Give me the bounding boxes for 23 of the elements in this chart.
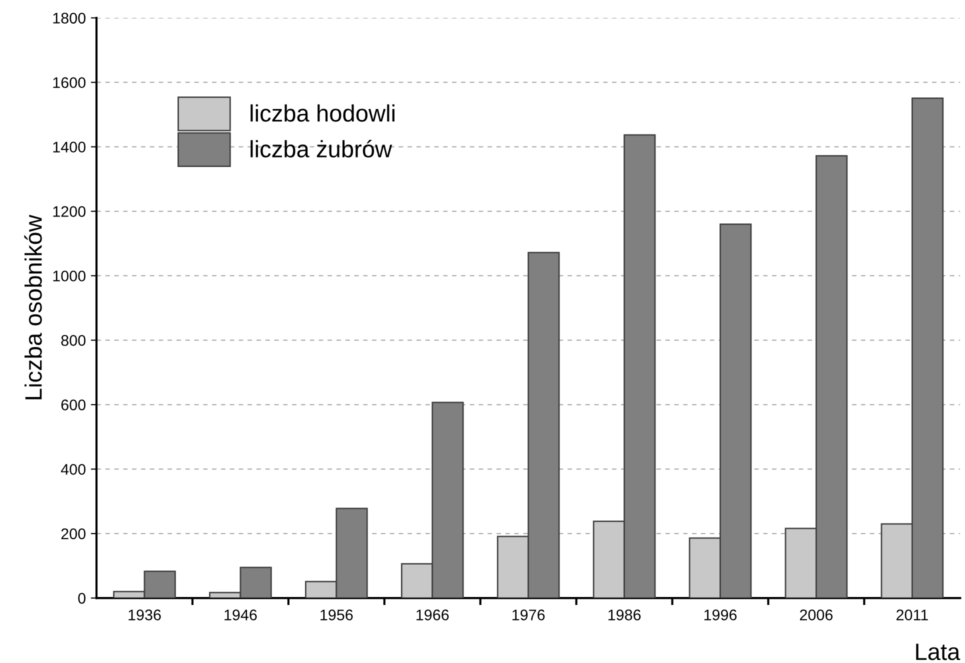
x-tick-label: 1996 bbox=[704, 610, 737, 620]
x-tick-label: 1966 bbox=[416, 610, 449, 620]
x-tick-label: 1936 bbox=[128, 610, 161, 620]
x-tick-label: 1956 bbox=[320, 610, 353, 620]
legend-label: liczba hodowli bbox=[250, 104, 394, 122]
y-tick-label: 1800 bbox=[53, 12, 86, 24]
y-tick-label: 800 bbox=[61, 335, 86, 346]
y-tick-label: 400 bbox=[60, 464, 86, 475]
x-tick-label: 2011 bbox=[896, 610, 928, 620]
x-tick-label: 2006 bbox=[800, 610, 833, 620]
y-tick-label: 1400 bbox=[53, 142, 86, 153]
x-axis-title: Lata bbox=[916, 644, 960, 660]
y-axis-title: Liczba osobników bbox=[24, 214, 42, 400]
y-tick-label: 1000 bbox=[53, 270, 86, 282]
y-tick-label: 600 bbox=[61, 400, 86, 410]
x-tick-label: 1986 bbox=[608, 610, 641, 620]
y-tick-label: 1200 bbox=[53, 206, 86, 217]
y-tick-label: 1600 bbox=[53, 77, 86, 88]
x-tick-label: 1946 bbox=[224, 610, 257, 620]
x-tick-label: 1976 bbox=[512, 610, 545, 620]
y-tick-label: 200 bbox=[61, 528, 86, 540]
legend-label: liczba żubrów bbox=[250, 140, 392, 158]
y-tick-label: 0 bbox=[78, 592, 86, 604]
